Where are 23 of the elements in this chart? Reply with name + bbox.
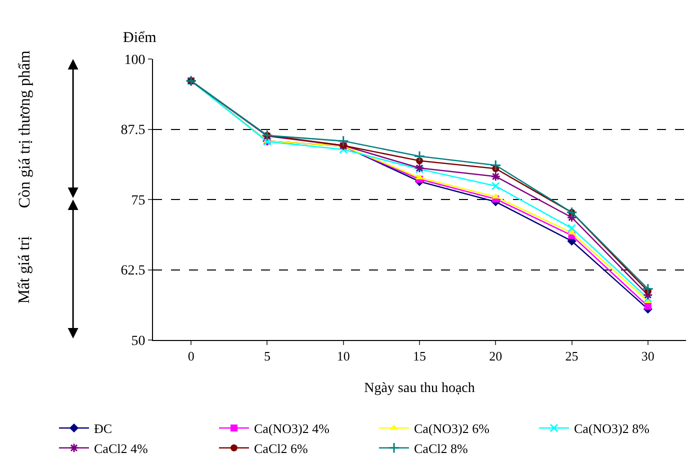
- legend-label: Ca(NO3)2 4%: [254, 421, 330, 436]
- legend-label: CaCl2 6%: [254, 440, 308, 456]
- legend-label: ĐC: [94, 421, 112, 436]
- x-tick-label: 30: [641, 348, 654, 364]
- legend-label: CaCl2 4%: [94, 440, 148, 456]
- x-tick-label: 20: [489, 348, 502, 364]
- text: Mất giá trị: [16, 236, 34, 304]
- x-axis-title: Ngày sau thu hoạch: [364, 381, 475, 396]
- legend-label: CaCl2 8%: [414, 440, 468, 456]
- y-axis-title: Điểm: [123, 30, 157, 46]
- y-tick-label: 62.5: [120, 264, 146, 279]
- y-tick-label: 87.5: [120, 123, 146, 138]
- legend-label: Ca(NO3)2 6%: [414, 421, 490, 436]
- x-tick-label: 15: [413, 348, 426, 364]
- x-tick-label: 25: [565, 348, 578, 364]
- x-tick-label: 0: [188, 348, 194, 364]
- y-tick-label: 50: [131, 334, 146, 349]
- text: Còn giá trị thương phẩm: [16, 50, 34, 208]
- x-tick-label: 10: [336, 348, 350, 364]
- x-tick-label: 5: [264, 348, 270, 364]
- legend-label: Ca(NO3)2 8%: [574, 421, 650, 436]
- y-tick-label: 100: [124, 52, 146, 68]
- y-tick-label: 75: [131, 193, 146, 208]
